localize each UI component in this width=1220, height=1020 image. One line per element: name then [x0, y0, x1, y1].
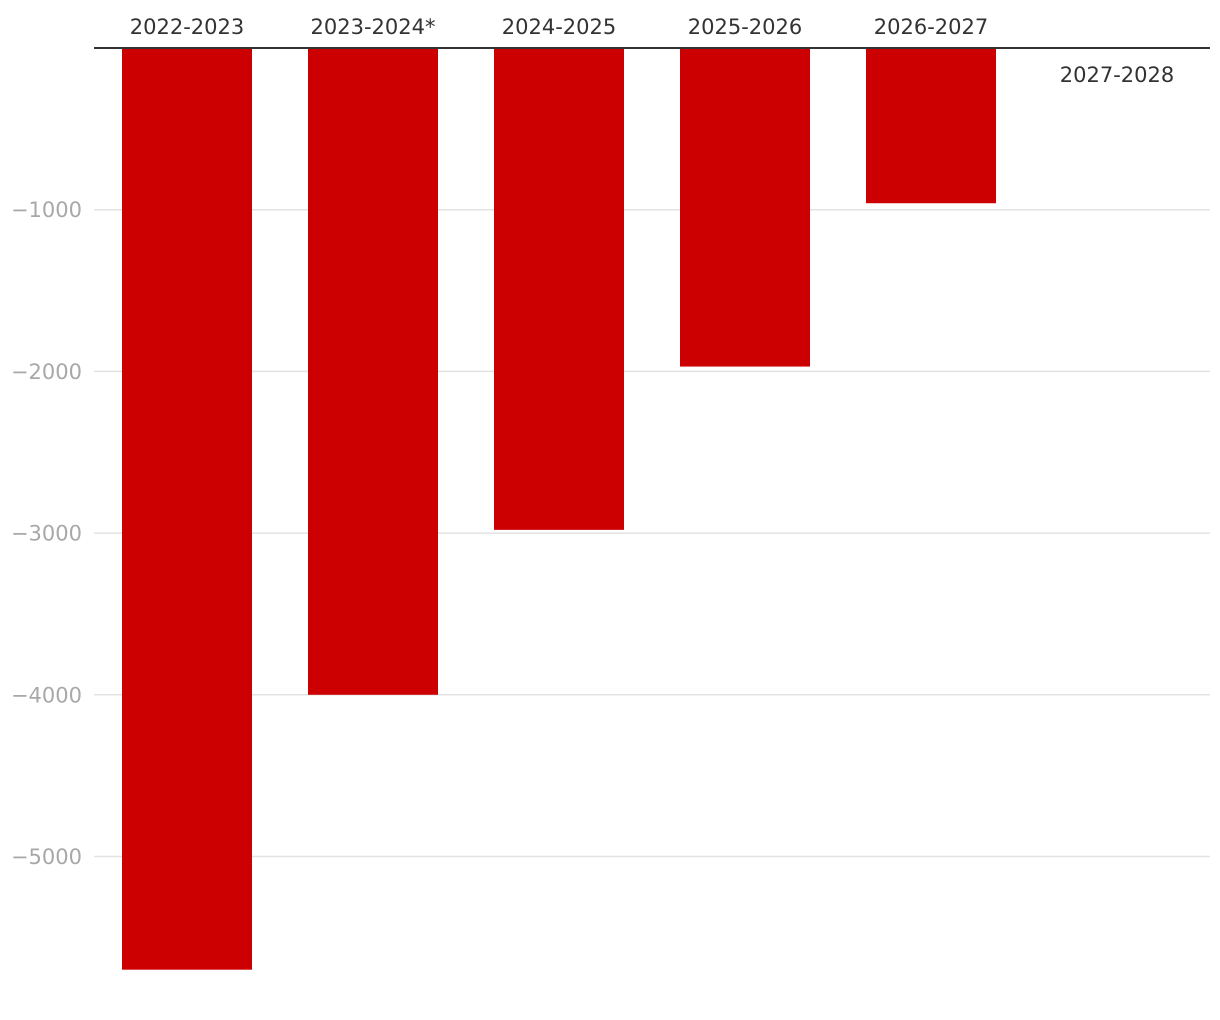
category-label: 2025-2026 [688, 15, 802, 39]
y-tick-label: −5000 [11, 845, 82, 869]
category-label: 2022-2023 [130, 15, 244, 39]
category-label: 2024-2025 [502, 15, 616, 39]
bar [122, 48, 252, 970]
bar [680, 48, 810, 367]
y-axis-tick-labels: −1000 −2000 −3000 −4000 −5000 [11, 198, 82, 869]
bars [122, 48, 996, 970]
bar [866, 48, 996, 204]
category-labels: 2022-2023 2023-2024* 2024-2025 2025-2026 202… [130, 15, 1174, 87]
bar [494, 48, 624, 530]
y-tick-label: −4000 [11, 683, 82, 707]
y-tick-label: −2000 [11, 360, 82, 384]
gridlines [94, 208, 1210, 858]
y-tick-label: −1000 [11, 198, 82, 222]
category-label: 2027-2028 [1060, 63, 1174, 87]
category-label: 2026-2027 [874, 15, 988, 39]
y-tick-label: −3000 [11, 522, 82, 546]
bar [308, 48, 438, 695]
category-label: 2023-2024* [311, 15, 436, 39]
